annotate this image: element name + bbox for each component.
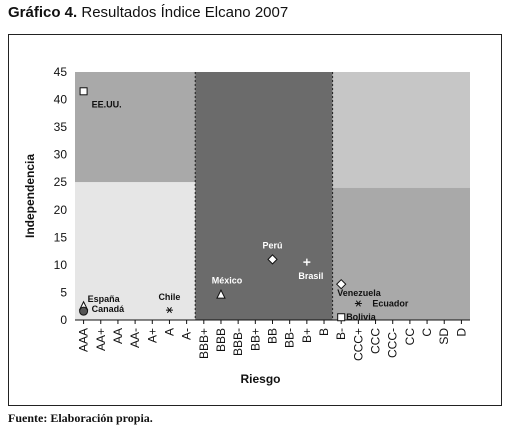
data-label-mxico: México (212, 276, 243, 286)
x-tick-label: B (317, 328, 331, 336)
data-point-eeuu (79, 87, 88, 96)
data-point-venezuela (335, 278, 347, 290)
x-tick-label: A- (180, 328, 194, 340)
data-point-bolivia (337, 313, 346, 322)
data-point-chile (165, 306, 173, 314)
x-tick-label: CCC- (386, 328, 400, 358)
data-label-canad: Canadá (92, 304, 126, 314)
x-tick-label: A (162, 328, 176, 336)
chart-title-text: Resultados Índice Elcano 2007 (81, 4, 289, 21)
x-tick-label: AA+ (94, 328, 108, 351)
data-label-espaa: España (88, 294, 121, 304)
y-tick-label: 35 (54, 120, 68, 134)
y-tick-label: 30 (54, 148, 68, 162)
y-tick-label: 15 (54, 230, 68, 244)
region-2 (195, 72, 333, 320)
x-tick-label: BBB+ (197, 328, 211, 359)
data-label-eeuu: EE.UU. (92, 99, 122, 109)
x-tick-label: SD (437, 328, 451, 345)
chart-title-number: Gráfico 4. (8, 4, 78, 21)
region-1 (75, 182, 196, 320)
data-label-chile: Chile (158, 292, 180, 302)
data-label-venezuela: Venezuela (337, 288, 382, 298)
x-tick-label: BB- (283, 328, 297, 348)
x-tick-label: CCC (369, 328, 383, 354)
x-tick-label: CCC+ (351, 328, 365, 361)
y-tick-label: 5 (60, 285, 67, 299)
data-point-per (267, 254, 278, 265)
data-point-brasil (303, 258, 311, 266)
region-4 (332, 187, 470, 320)
x-tick-label: AA (111, 328, 125, 344)
y-tick-label: 10 (54, 258, 68, 272)
data-label-per: Perú (262, 240, 282, 250)
x-axis-title: Riesgo (240, 372, 280, 386)
region-0 (75, 72, 196, 183)
y-tick-label: 25 (54, 175, 68, 189)
x-tick-label: B+ (300, 328, 314, 343)
x-tick-label: BB (266, 328, 280, 344)
y-tick-label: 20 (54, 203, 68, 217)
y-tick-label: 40 (54, 93, 68, 107)
x-tick-label: AAA (77, 328, 91, 352)
data-label-brasil: Brasil (298, 271, 323, 281)
y-tick-label: 0 (60, 313, 67, 327)
y-tick-label: 45 (54, 65, 68, 79)
x-tick-label: BBB (214, 328, 228, 352)
data-point-canad (79, 306, 89, 316)
region-3 (332, 72, 470, 188)
x-tick-label: B- (334, 328, 348, 340)
x-tick-label: BB+ (248, 328, 262, 351)
data-point-mxico (216, 289, 226, 299)
data-label-bolivia: Bolivia (346, 312, 377, 322)
x-tick-label: D (454, 328, 468, 337)
data-label-ecuador: Ecuador (372, 298, 409, 308)
chart-title: Gráfico 4. Resultados Índice Elcano 2007 (8, 4, 288, 21)
x-tick-label: CC (403, 328, 417, 346)
x-tick-label: BBB- (231, 328, 245, 356)
source-note: Fuente: Elaboración propia. (8, 411, 153, 425)
chart-frame (8, 34, 502, 406)
x-tick-label: C (420, 328, 434, 337)
x-tick-label: AA- (128, 328, 142, 348)
x-tick-label: A+ (145, 328, 159, 343)
y-axis-title: Independencia (23, 154, 37, 238)
data-point-ecuador (354, 300, 362, 307)
